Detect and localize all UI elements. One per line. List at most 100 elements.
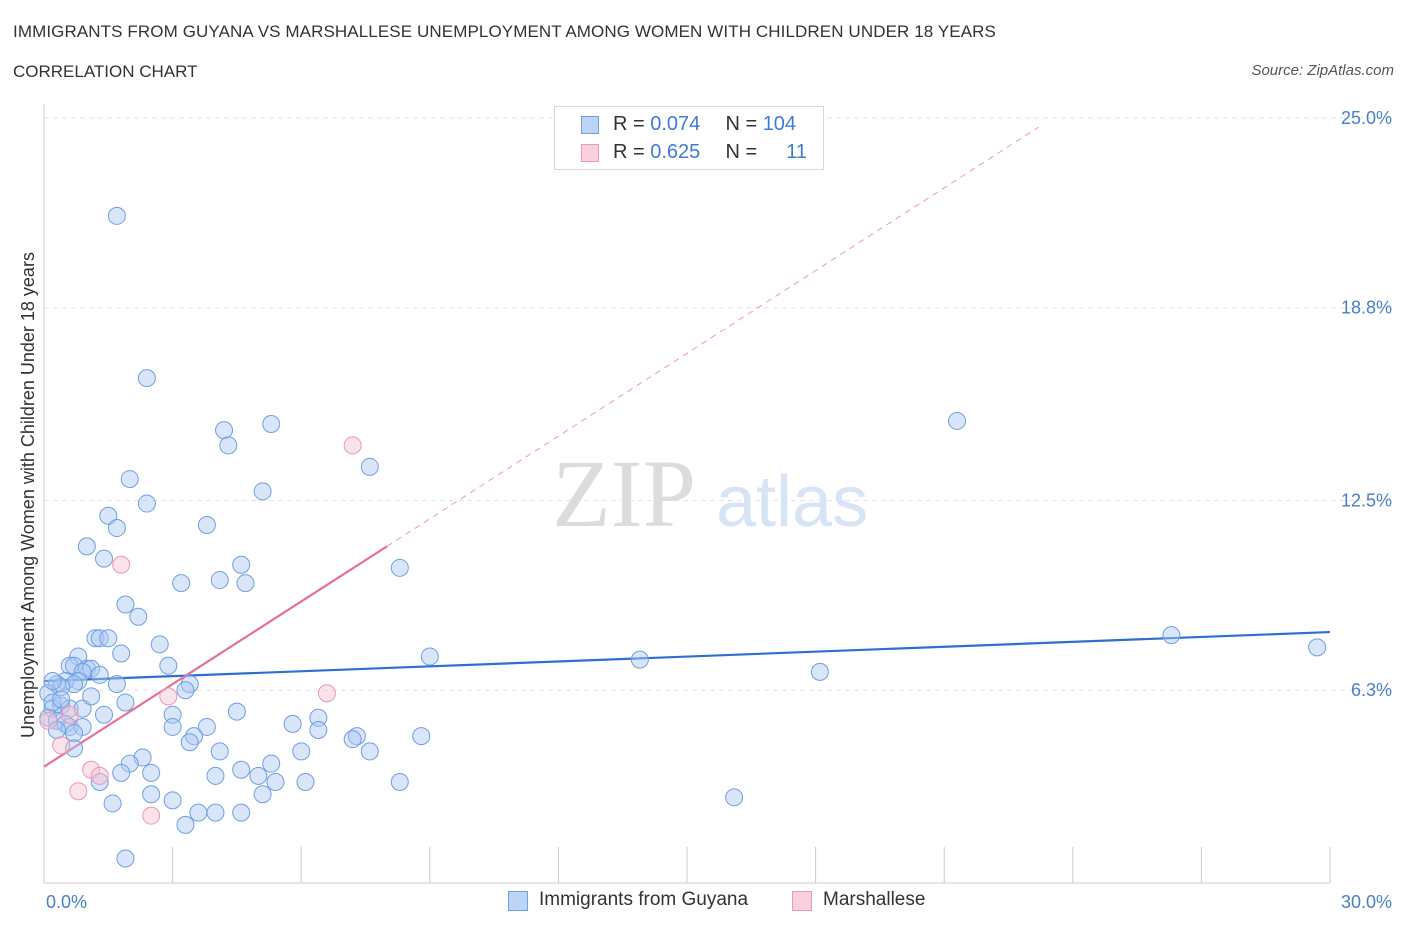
guyana-point xyxy=(412,727,431,746)
guyana-point xyxy=(90,773,109,792)
guyana-point xyxy=(95,549,114,568)
guyana-point xyxy=(107,675,126,694)
guyana-point xyxy=(43,672,62,691)
guyana-point xyxy=(176,815,195,834)
watermark-atlas: atlas xyxy=(716,462,868,542)
guyana-point xyxy=(630,650,649,669)
y-axis-title: Unemployment Among Women with Children U… xyxy=(18,252,38,738)
guyana-point xyxy=(163,705,182,724)
marshallese-point xyxy=(52,736,71,755)
guyana-point xyxy=(390,773,409,792)
guyana-point xyxy=(215,421,234,440)
y-tick-label: 6.3% xyxy=(1351,680,1392,700)
guyana-point xyxy=(309,721,328,739)
guyana-point xyxy=(82,687,101,706)
guyana-point xyxy=(232,555,251,574)
guyana-point xyxy=(129,607,148,626)
guyana-point xyxy=(112,644,131,663)
marshallese-trend-line xyxy=(43,545,388,768)
guyana-point xyxy=(390,558,409,577)
guyana-point xyxy=(142,763,161,782)
legend-r-value: 0.625 xyxy=(650,141,701,163)
guyana-point xyxy=(180,733,199,752)
y-tick-label: 12.5% xyxy=(1341,491,1392,511)
chart-title: IMMIGRANTS FROM GUYANA VS MARSHALLESE UN… xyxy=(13,22,996,41)
guyana-point xyxy=(116,693,135,712)
guyana-trend-line xyxy=(43,630,1331,683)
guyana-point xyxy=(90,665,109,684)
x-tick-label: 0.0% xyxy=(46,892,87,912)
source-label: Source: ZipAtlas.com xyxy=(1251,62,1394,79)
marshallese-point xyxy=(39,711,58,730)
guyana-point xyxy=(249,766,268,785)
guyana-point xyxy=(120,470,139,489)
guyana-point xyxy=(227,702,246,721)
trend-lines xyxy=(43,126,1331,768)
guyana-point xyxy=(360,742,379,761)
axes xyxy=(43,104,1331,884)
guyana-point xyxy=(116,595,135,614)
marshallese-point xyxy=(60,705,79,724)
marshallese-point xyxy=(69,782,88,801)
guyana-point xyxy=(163,791,182,810)
guyana-point xyxy=(1308,638,1327,657)
marshallese-point xyxy=(317,684,336,703)
chart-subtitle: CORRELATION CHART xyxy=(13,62,198,81)
legend-swatch-guyana xyxy=(581,116,599,134)
guyana-point xyxy=(159,656,178,675)
guyana-point xyxy=(73,662,92,681)
legend-n-value: 11 xyxy=(786,141,808,163)
guyana-point xyxy=(206,766,225,785)
legend-n-label: N = xyxy=(725,141,758,163)
guyana-point xyxy=(99,506,118,525)
correlation-legend: R = 0.074 N = 104 R = 0.625 N = 11 xyxy=(554,106,824,170)
guyana-point xyxy=(236,574,255,593)
guyana-point xyxy=(197,515,216,534)
watermark-zip: ZIP xyxy=(552,440,696,547)
guyana-point xyxy=(197,717,216,736)
bottom-legend-swatch-guyana xyxy=(508,891,528,911)
data-points xyxy=(39,206,1327,868)
legend-r-value: 0.074 xyxy=(650,113,701,135)
guyana-point xyxy=(189,803,208,822)
marshallese-trend-extension xyxy=(386,126,1039,547)
bottom-legend-label-guyana: Immigrants from Guyana xyxy=(539,889,749,910)
guyana-point xyxy=(210,742,229,761)
guyana-point xyxy=(725,788,744,807)
guyana-point xyxy=(292,742,311,761)
guyana-point xyxy=(232,760,251,779)
guyana-point xyxy=(137,369,156,388)
guyana-point xyxy=(262,754,281,773)
watermark: ZIP atlas xyxy=(552,440,868,547)
guyana-point xyxy=(420,647,439,666)
guyana-point xyxy=(103,794,122,813)
guyana-point xyxy=(948,411,967,430)
guyana-point xyxy=(137,494,156,513)
guyana-point xyxy=(262,415,281,433)
guyana-point xyxy=(112,763,131,782)
guyana-point xyxy=(309,708,328,727)
y-tick-label: 18.8% xyxy=(1341,298,1392,318)
marshallese-point xyxy=(142,806,161,825)
legend-swatch-marshallese xyxy=(581,144,599,162)
bottom-legend-label-marshallese: Marshallese xyxy=(823,889,926,910)
guyana-point xyxy=(116,849,135,868)
guyana-point xyxy=(176,681,195,700)
guyana-point xyxy=(172,574,191,593)
grid-lines xyxy=(44,117,1390,691)
legend-n-label: N = xyxy=(725,113,758,135)
guyana-point xyxy=(283,714,302,733)
bottom-legend-swatch-marshallese xyxy=(792,891,812,911)
legend-r-label: R = xyxy=(613,141,645,163)
guyana-point xyxy=(1162,626,1181,645)
guyana-point xyxy=(99,629,118,648)
guyana-point xyxy=(266,773,285,792)
guyana-point xyxy=(232,803,251,822)
guyana-point xyxy=(107,519,126,538)
guyana-point xyxy=(86,629,105,648)
marshallese-point xyxy=(90,766,109,785)
guyana-point xyxy=(142,785,161,804)
tick-labels: 6.3% 12.5% 18.8% 25.0% 0.0% 30.0% xyxy=(46,108,1392,912)
marshallese-point xyxy=(112,555,131,574)
